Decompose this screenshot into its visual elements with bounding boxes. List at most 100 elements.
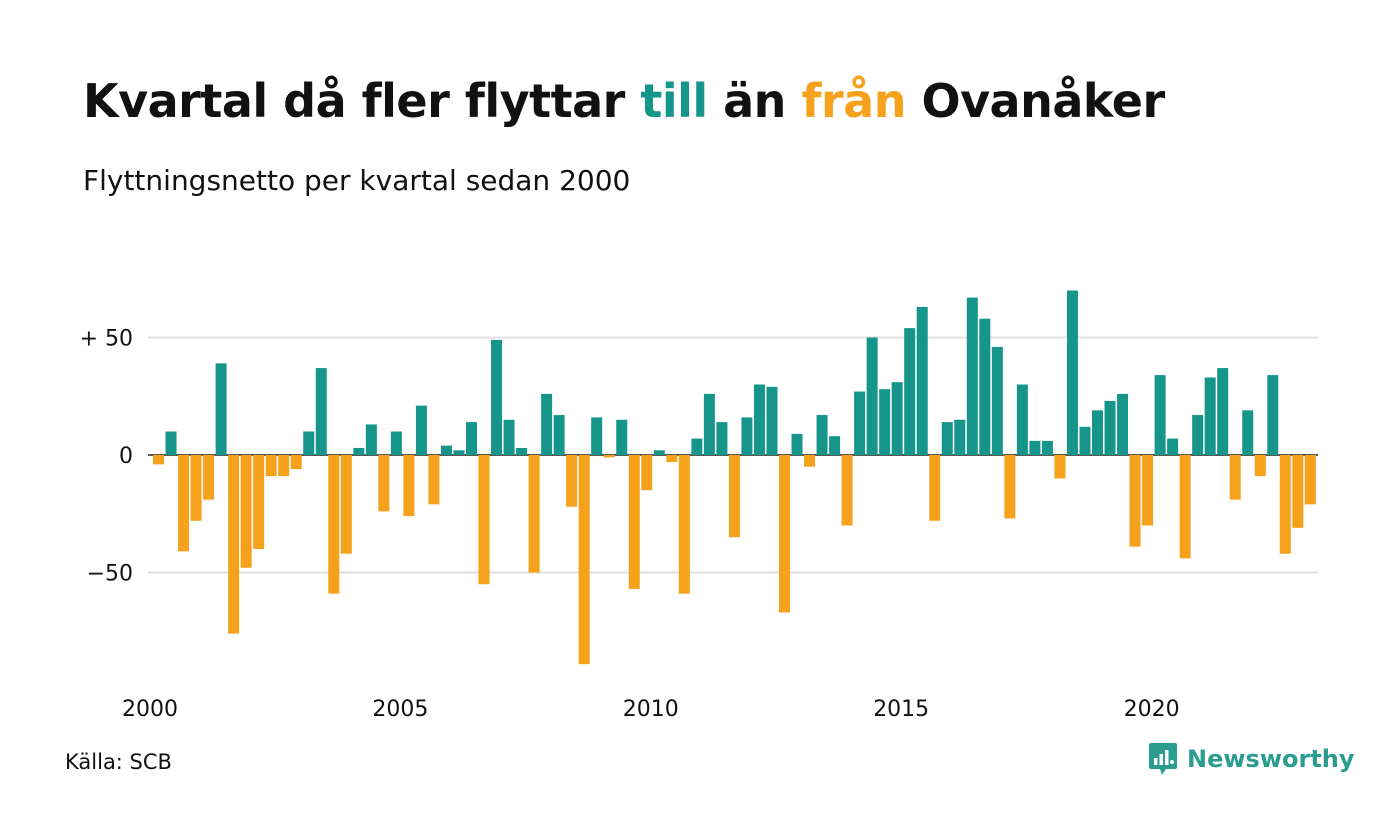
bar xyxy=(691,438,703,455)
bar xyxy=(941,422,953,455)
bar xyxy=(478,455,490,585)
bar xyxy=(1267,375,1279,455)
bar xyxy=(841,455,853,526)
bar xyxy=(1192,415,1204,455)
bar xyxy=(1117,393,1129,455)
bar xyxy=(453,450,465,455)
bar xyxy=(1154,375,1166,455)
bar xyxy=(804,455,816,467)
brand-name: Newsworthy xyxy=(1187,745,1355,773)
bar xyxy=(666,455,678,463)
bar xyxy=(1104,400,1116,455)
bar xyxy=(541,393,553,455)
bar xyxy=(178,455,190,552)
x-tick-label: 2010 xyxy=(623,697,679,722)
bar xyxy=(1204,377,1216,455)
bar xyxy=(516,447,528,455)
source-note: Källa: SCB xyxy=(65,750,172,774)
bar xyxy=(440,445,452,455)
bar xyxy=(165,431,177,455)
bar xyxy=(278,455,290,477)
bar xyxy=(779,455,790,613)
bar xyxy=(253,455,265,549)
bar xyxy=(528,455,540,573)
bar xyxy=(153,455,164,465)
bar xyxy=(578,455,590,665)
bar xyxy=(628,455,640,589)
bar xyxy=(741,417,753,455)
bar xyxy=(290,455,302,470)
bar xyxy=(641,455,653,491)
bar xyxy=(215,363,227,455)
bar xyxy=(1142,455,1154,526)
bar xyxy=(653,450,665,455)
bar xyxy=(929,455,941,521)
bar xyxy=(753,384,765,455)
x-tick-label: 2015 xyxy=(873,697,929,722)
bar xyxy=(979,318,991,455)
bar xyxy=(829,436,841,455)
bar xyxy=(891,382,903,455)
x-tick-label: 2005 xyxy=(372,697,428,722)
bar xyxy=(190,455,202,521)
bar xyxy=(854,391,866,455)
bar xyxy=(616,419,628,455)
bar xyxy=(1167,438,1179,455)
bar xyxy=(1292,455,1304,528)
bar xyxy=(1054,455,1066,479)
bar xyxy=(1016,384,1028,455)
bar xyxy=(315,368,327,455)
x-tick-label: 2000 xyxy=(122,697,178,722)
bar xyxy=(1279,455,1291,554)
bar xyxy=(678,455,690,594)
bar xyxy=(791,433,803,455)
bar xyxy=(603,455,615,458)
bar xyxy=(1242,410,1254,455)
axis-labels: + 50 0 −50 2000 2005 2010 2015 2020 xyxy=(80,327,1180,723)
bar xyxy=(1029,440,1041,455)
title-part-2: än xyxy=(707,74,802,128)
bar xyxy=(303,431,315,455)
bar xyxy=(415,405,427,455)
bar xyxy=(703,393,715,455)
y-tick-label: 0 xyxy=(119,444,133,469)
x-tick-label: 2020 xyxy=(1124,697,1180,722)
brand: Newsworthy xyxy=(1148,742,1355,776)
bar xyxy=(1217,368,1229,455)
bar xyxy=(491,339,503,455)
chart-subtitle: Flyttningsnetto per kvartal sedan 2000 xyxy=(83,164,631,197)
bar xyxy=(328,455,340,594)
bar xyxy=(1179,455,1191,559)
bar xyxy=(403,455,415,517)
bar xyxy=(240,455,252,568)
bar xyxy=(904,328,916,455)
title-positive-word: till xyxy=(640,74,708,128)
bar xyxy=(1092,410,1103,455)
bar xyxy=(1066,290,1078,455)
bar xyxy=(228,455,240,634)
title-part-3: Ovanåker xyxy=(905,74,1165,128)
bar-chart: + 50 0 −50 2000 2005 2010 2015 2020 xyxy=(80,290,1318,723)
bar xyxy=(378,455,390,512)
bar xyxy=(866,337,878,455)
bars xyxy=(153,290,1316,665)
bar xyxy=(466,422,477,455)
bar xyxy=(203,455,215,500)
bar xyxy=(1004,455,1016,519)
bar xyxy=(1129,455,1141,547)
bar xyxy=(916,306,928,455)
bar xyxy=(566,455,578,507)
chart-title: Kvartal då fler flyttar till än från Ova… xyxy=(83,74,1165,128)
bar xyxy=(1229,455,1241,500)
bar xyxy=(716,422,728,455)
bar xyxy=(390,431,402,455)
bar xyxy=(766,386,778,455)
bar xyxy=(353,447,365,455)
bar xyxy=(1041,440,1053,455)
bar xyxy=(428,455,440,505)
newsworthy-logo-icon xyxy=(1149,743,1177,775)
bar xyxy=(503,419,515,455)
bar xyxy=(1079,426,1091,455)
y-tick-label: −50 xyxy=(87,562,133,587)
bar xyxy=(553,415,565,455)
